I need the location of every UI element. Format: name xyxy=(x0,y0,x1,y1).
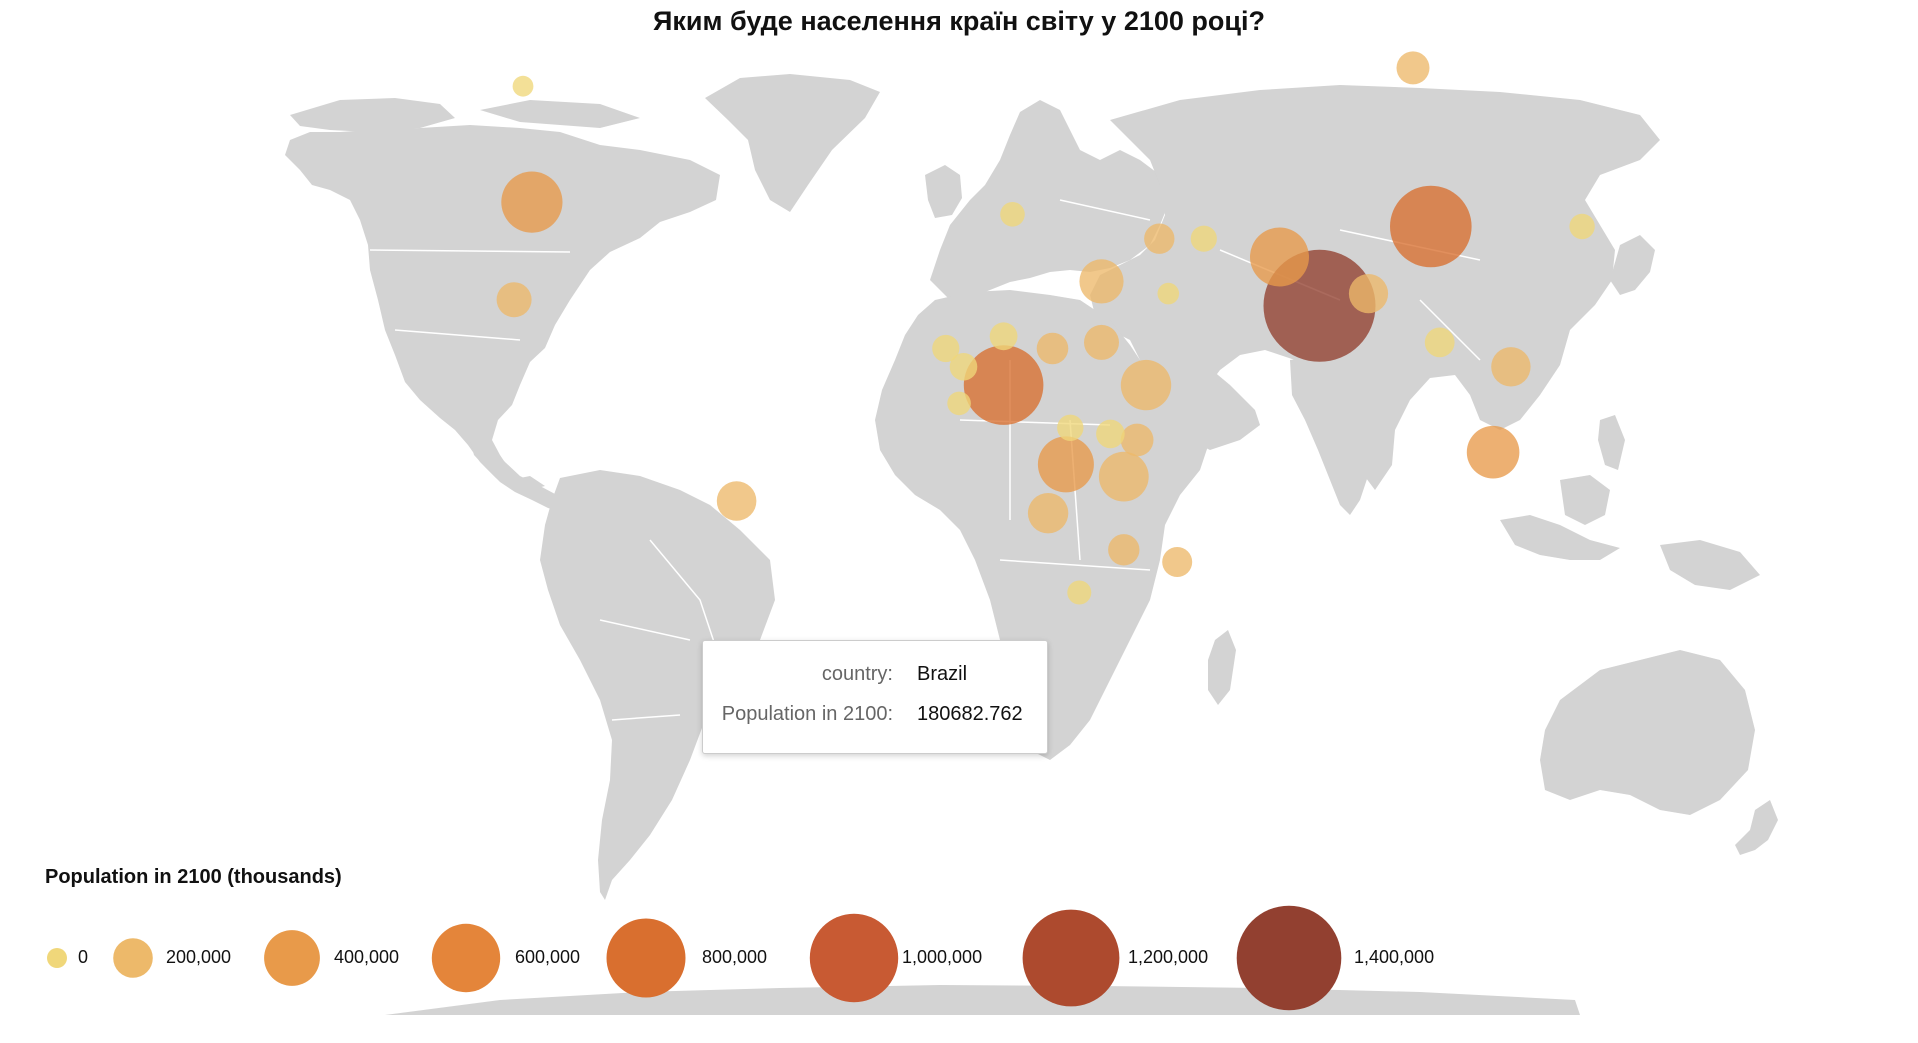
population-bubble[interactable] xyxy=(1424,327,1455,358)
population-bubbles xyxy=(496,51,1595,605)
population-bubble[interactable] xyxy=(1037,436,1094,493)
legend-circle xyxy=(1236,905,1342,1011)
tooltip-country-key: country: xyxy=(821,663,893,685)
land-india xyxy=(1290,355,1400,515)
population-bubble[interactable] xyxy=(1250,227,1309,287)
legend-circle xyxy=(264,930,320,986)
legend-label: 0 xyxy=(78,947,89,967)
land-central-america xyxy=(470,440,565,512)
population-bubble[interactable] xyxy=(1144,223,1175,254)
tooltip-population-value: 180682.762 xyxy=(917,703,1023,725)
population-bubble[interactable] xyxy=(1120,423,1154,457)
population-bubble[interactable] xyxy=(1057,414,1084,441)
legend-label: 600,000 xyxy=(515,947,581,967)
legend-circle xyxy=(47,948,67,968)
land-madagascar xyxy=(1208,630,1236,705)
population-bubble[interactable] xyxy=(1396,51,1430,85)
population-bubble[interactable] xyxy=(1390,185,1472,268)
population-bubble[interactable] xyxy=(1120,359,1172,411)
legend-circle xyxy=(431,923,501,993)
tooltip-country-value: Brazil xyxy=(917,663,968,685)
population-bubble[interactable] xyxy=(989,322,1018,351)
population-bubble[interactable] xyxy=(932,334,960,363)
tooltip-population-key: Population in 2100: xyxy=(721,703,893,725)
land-japan xyxy=(1610,235,1655,295)
population-bubble[interactable] xyxy=(1466,425,1520,479)
land-philippines xyxy=(1598,415,1625,470)
population-bubble[interactable] xyxy=(1569,213,1595,240)
land-australia xyxy=(1540,650,1755,815)
population-bubble[interactable] xyxy=(1491,347,1531,387)
population-bubble[interactable] xyxy=(949,353,978,381)
legend-circle xyxy=(606,918,686,998)
land-arctic-islands-2 xyxy=(480,100,640,128)
land-sea-islands xyxy=(1500,515,1620,560)
legend-circle xyxy=(809,913,899,1003)
population-bubble[interactable] xyxy=(496,282,532,318)
population-bubble[interactable] xyxy=(501,171,563,233)
land-arctic-islands xyxy=(290,98,455,132)
land-south-america xyxy=(540,470,775,900)
population-bubble[interactable] xyxy=(1096,419,1125,449)
population-bubble[interactable] xyxy=(1079,259,1124,304)
population-bubble[interactable] xyxy=(1084,324,1119,360)
legend-label: 1,200,000 xyxy=(1128,947,1209,967)
land-antarctica xyxy=(385,985,1580,1015)
population-bubble[interactable] xyxy=(1098,451,1149,502)
legend-label: 400,000 xyxy=(334,947,400,967)
population-bubble[interactable] xyxy=(1000,202,1025,227)
country-tooltip: country: Brazil Population in 2100: 1806… xyxy=(702,640,1048,754)
population-bubble[interactable] xyxy=(716,481,757,521)
land-uk xyxy=(925,165,962,218)
land-new-zealand xyxy=(1735,800,1778,855)
land-greenland xyxy=(705,74,880,212)
population-bubble[interactable] xyxy=(512,75,534,97)
legend-label: 200,000 xyxy=(166,947,232,967)
legend-circle xyxy=(113,938,153,978)
population-bubble[interactable] xyxy=(1162,547,1193,577)
land-borneo xyxy=(1560,475,1610,525)
legend-label: 1,400,000 xyxy=(1354,947,1435,967)
population-bubble[interactable] xyxy=(1157,282,1180,305)
land-europe xyxy=(930,100,1170,300)
population-bubble[interactable] xyxy=(1348,274,1389,314)
legend-label: 800,000 xyxy=(702,947,768,967)
legend-label: 1,000,000 xyxy=(902,947,983,967)
population-bubble[interactable] xyxy=(1027,493,1069,534)
population-bubble[interactable] xyxy=(947,391,971,416)
population-bubble[interactable] xyxy=(963,345,1044,425)
population-bubble[interactable] xyxy=(1108,534,1140,566)
map-title: Яким буде населення країн світу у 2100 р… xyxy=(653,6,1265,36)
land-new-guinea xyxy=(1660,540,1760,590)
population-bubble[interactable] xyxy=(1067,580,1092,605)
legend-circle xyxy=(1022,909,1120,1007)
legend-circles xyxy=(47,905,1342,1011)
population-bubble[interactable] xyxy=(1190,225,1217,252)
legend-title: Population in 2100 (thousands) xyxy=(45,866,342,888)
population-bubble[interactable] xyxy=(1036,332,1069,365)
